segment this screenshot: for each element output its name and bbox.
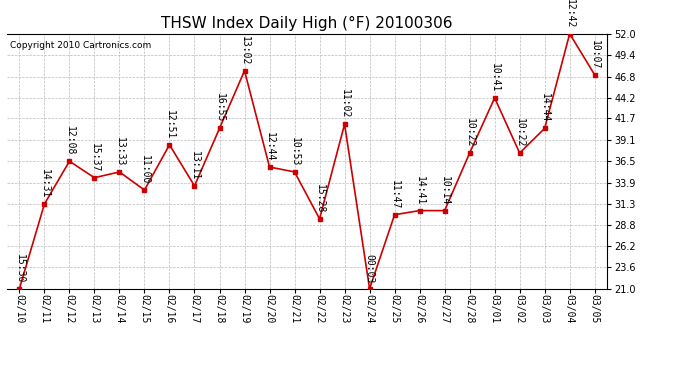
Text: 12:51: 12:51 — [164, 110, 175, 139]
Text: 12:44: 12:44 — [264, 132, 275, 162]
Text: 13:02: 13:02 — [239, 36, 250, 65]
Text: 12:08: 12:08 — [64, 126, 75, 156]
Text: 15:37: 15:37 — [90, 143, 99, 172]
Title: THSW Index Daily High (°F) 20100306: THSW Index Daily High (°F) 20100306 — [161, 16, 453, 31]
Text: 10:41: 10:41 — [490, 63, 500, 92]
Text: 10:22: 10:22 — [464, 118, 475, 147]
Text: 10:14: 10:14 — [440, 176, 450, 205]
Text: 10:22: 10:22 — [515, 118, 524, 147]
Text: 10:07: 10:07 — [590, 40, 600, 69]
Text: 14:44: 14:44 — [540, 93, 550, 123]
Text: 10:53: 10:53 — [290, 137, 299, 166]
Text: 15:28: 15:28 — [315, 184, 324, 213]
Text: 14:41: 14:41 — [415, 176, 424, 205]
Text: Copyright 2010 Cartronics.com: Copyright 2010 Cartronics.com — [10, 41, 151, 50]
Text: 12:42: 12:42 — [564, 0, 575, 28]
Text: 11:02: 11:02 — [339, 89, 350, 118]
Text: 15:30: 15:30 — [14, 254, 24, 283]
Text: 13:33: 13:33 — [115, 137, 124, 166]
Text: 00:03: 00:03 — [364, 254, 375, 283]
Text: 13:11: 13:11 — [190, 151, 199, 180]
Text: 14:31: 14:31 — [39, 169, 50, 198]
Text: 11:00: 11:00 — [139, 155, 150, 184]
Text: 11:47: 11:47 — [390, 180, 400, 209]
Text: 16:55: 16:55 — [215, 93, 224, 123]
